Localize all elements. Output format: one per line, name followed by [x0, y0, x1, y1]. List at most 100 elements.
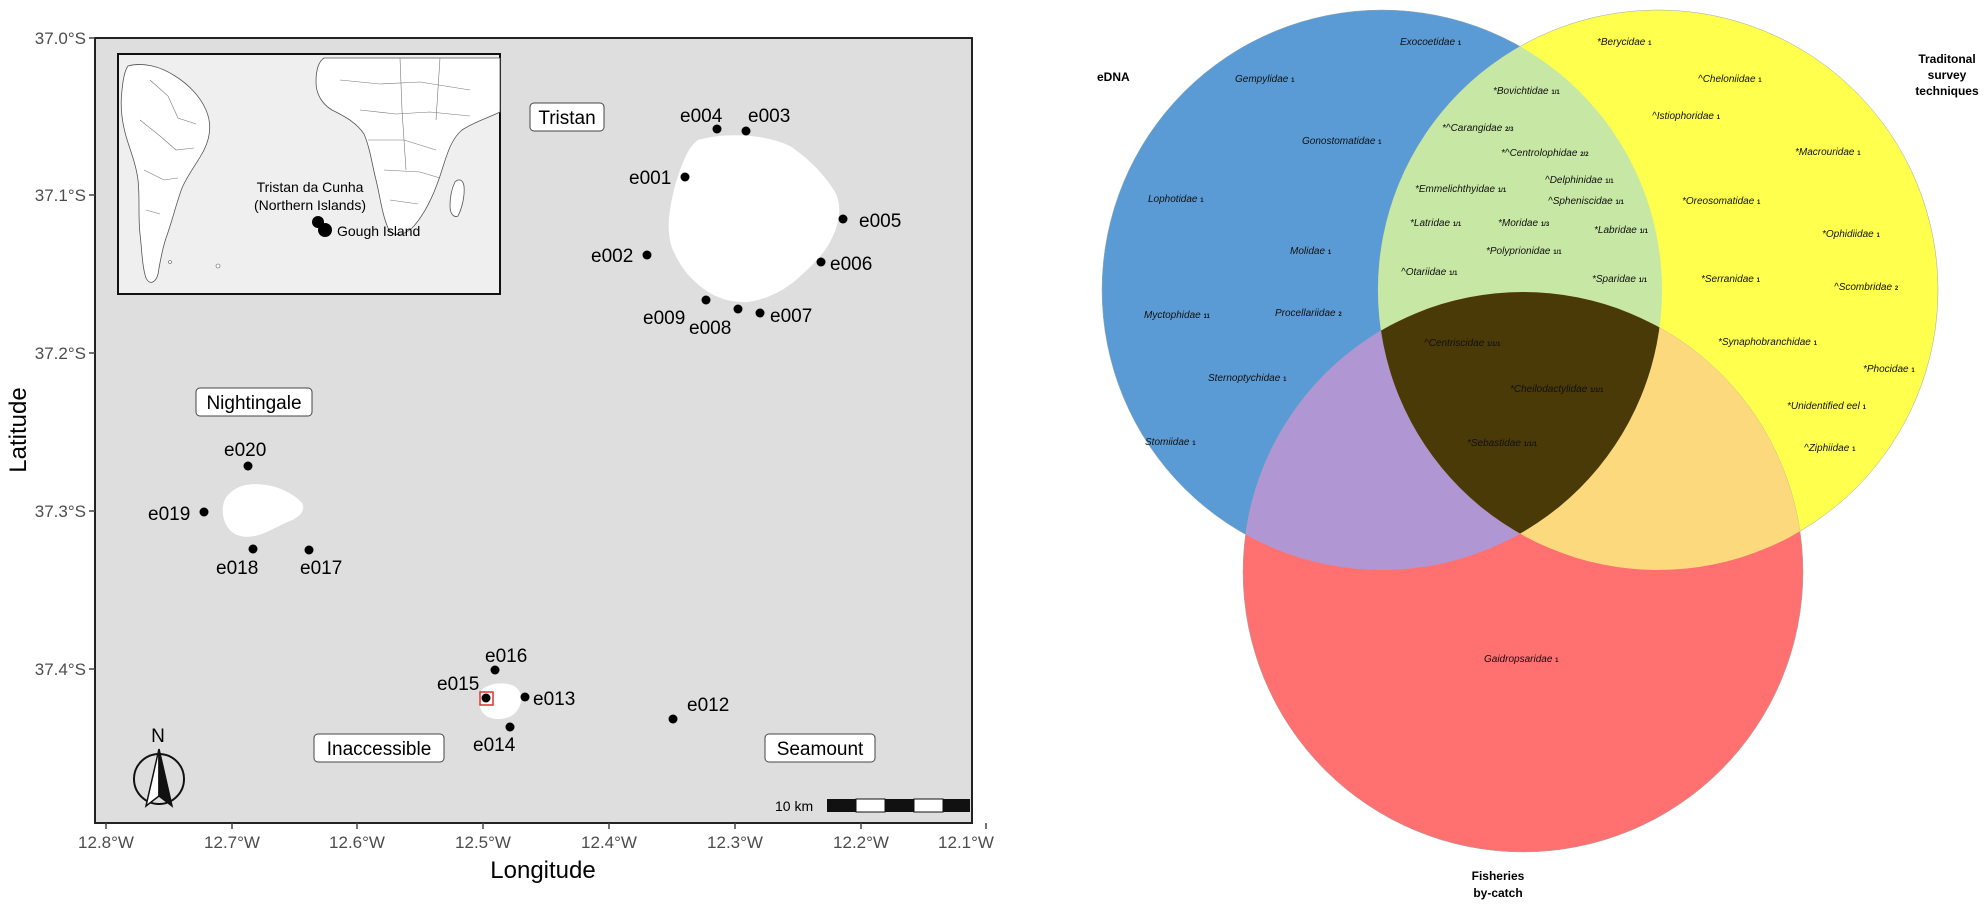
- svg-text:Seamount: Seamount: [777, 739, 864, 760]
- site-point-e001: [680, 172, 690, 182]
- family-label: Procellariidae 2: [1275, 308, 1342, 319]
- site-point-e019: [199, 507, 209, 517]
- family-label: ^Delphinidae 1/1: [1545, 175, 1614, 186]
- inset-south-america: [120, 64, 210, 283]
- family-label: *Synaphobranchidae 1: [1718, 337, 1818, 348]
- site-marker-e015: [479, 691, 494, 706]
- family-label: *^Carangidae 2/3: [1442, 123, 1514, 134]
- site-point-e020: [243, 461, 253, 471]
- y-tick-label: 37.1°S: [35, 186, 86, 205]
- svg-text:Inaccessible: Inaccessible: [327, 739, 432, 760]
- y-axis-title: Latitude: [5, 387, 32, 472]
- region-label-tristan: Tristan: [529, 102, 605, 132]
- region-label-inaccessible: Inaccessible: [313, 733, 445, 763]
- site-point-e014: [505, 722, 515, 732]
- family-label: *Polyprionidae 1/1: [1486, 246, 1562, 257]
- site-label-e018: e018: [216, 558, 258, 579]
- site-label-e019: e019: [148, 504, 190, 525]
- family-label: *Berycidae 1: [1597, 37, 1652, 48]
- north-arrow: N: [133, 726, 185, 808]
- site-point-e005: [838, 214, 848, 224]
- set-title-fisheries-line2: by-catch: [1473, 886, 1522, 900]
- venn-diagram: eDNA Traditonal survey techniques Fisher…: [1097, 9, 1979, 900]
- inset-madagascar: [449, 179, 465, 217]
- x-tick-label: 12.7°W: [204, 833, 260, 852]
- family-label: *Latridae 1/1: [1410, 218, 1462, 229]
- family-label: Stomiidae 1: [1145, 437, 1196, 448]
- all-three-families: ^Centriscidae 1/1/1 *Cheilodactylidae 1/…: [1424, 338, 1604, 449]
- inset-label-tristan-line1: Tristan da Cunha: [257, 179, 364, 195]
- x-tick-label: 12.2°W: [833, 833, 889, 852]
- site-point-e007: [755, 308, 765, 318]
- family-label: ^Spheniscidae 1/1: [1548, 196, 1625, 207]
- site-label-e002: e002: [591, 246, 633, 267]
- inset-map: Tristan da Cunha (Northern Islands) Goug…: [117, 53, 501, 295]
- svg-text:Nightingale: Nightingale: [206, 393, 301, 414]
- site-point-e002: [642, 250, 652, 260]
- set-title-traditional-line2: survey: [1928, 68, 1967, 82]
- set-title-traditional-line1: Traditonal: [1918, 52, 1975, 66]
- region-label-seamount: Seamount: [764, 733, 876, 763]
- scale-bar: 10 km: [775, 798, 970, 814]
- site-label-e008: e008: [689, 318, 731, 339]
- fisheries-only-families: Gaidropsaridae 1: [1484, 654, 1559, 665]
- family-label: *Moridae 1/3: [1498, 218, 1550, 229]
- family-label: Sternoptychidae 1: [1208, 373, 1287, 384]
- family-label: Gaidropsaridae 1: [1484, 654, 1559, 665]
- x-tick-label: 12.3°W: [707, 833, 763, 852]
- y-tick-label: 37.3°S: [35, 502, 86, 521]
- family-label: ^Cheloniidae 1: [1698, 74, 1762, 85]
- site-point-e013: [520, 692, 530, 702]
- site-label-e006: e006: [830, 254, 872, 275]
- scale-label: 10 km: [775, 798, 813, 814]
- site-label-e017: e017: [300, 558, 342, 579]
- family-label: *Sparidae 1/1: [1592, 274, 1648, 285]
- family-label: Exocoetidae 1: [1400, 37, 1462, 48]
- site-point-e006: [816, 257, 826, 267]
- site-label-e015: e015: [437, 674, 479, 695]
- family-label: *Unidentified eel 1: [1787, 401, 1867, 412]
- family-label: *Emmelichthyidae 1/1: [1415, 184, 1507, 195]
- site-label-e004: e004: [680, 106, 723, 127]
- traditional-only-families: *Berycidae 1 ^Cheloniidae 1 ^Istiophorid…: [1597, 37, 1915, 454]
- x-tick-label: 12.5°W: [455, 833, 511, 852]
- site-point-e018: [248, 544, 258, 554]
- x-tick-label: 12.6°W: [329, 833, 385, 852]
- x-tick-label: 12.8°W: [78, 833, 134, 852]
- site-point-e008: [733, 304, 743, 314]
- family-label: *Oreosomatidae 1: [1682, 196, 1761, 207]
- x-axis-title: Longitude: [490, 857, 595, 884]
- family-label: ^Ziphiidae 1: [1804, 443, 1856, 454]
- y-axis: 37.0°S 37.1°S 37.2°S 37.3°S 37.4°S: [35, 29, 95, 679]
- site-label-e012: e012: [687, 695, 729, 716]
- inset-label-gough: Gough Island: [337, 223, 420, 239]
- sampling-sites: e001 e002 e003 e004 e005 e006 e007 e008 …: [148, 106, 901, 756]
- site-label-e016: e016: [485, 646, 527, 667]
- region-label-nightingale: Nightingale: [195, 387, 313, 417]
- site-label-e020: e020: [224, 440, 266, 461]
- family-label: ^Istiophoridae 1: [1652, 111, 1721, 122]
- y-tick-label: 37.4°S: [35, 660, 86, 679]
- site-point-e016: [490, 665, 500, 675]
- site-label-e013: e013: [533, 689, 575, 710]
- family-label: *Serranidae 1: [1701, 274, 1761, 285]
- family-label: ^Otariidae 1/1: [1401, 267, 1458, 278]
- edna-only-families: Exocoetidae 1 Gempylidae 1 Gonostomatida…: [1144, 37, 1462, 448]
- inset-label-tristan-line2: (Northern Islands): [254, 197, 366, 213]
- family-label: Myctophidae 11: [1144, 310, 1210, 321]
- site-point-e017: [304, 545, 314, 555]
- site-label-e005: e005: [859, 211, 901, 232]
- site-label-e009: e009: [643, 308, 685, 329]
- svg-text:Tristan: Tristan: [538, 108, 595, 129]
- site-label-e001: e001: [629, 168, 671, 189]
- overlap-edna-fisheries: [1243, 292, 1662, 570]
- north-label: N: [151, 726, 165, 747]
- y-tick-label: 37.0°S: [35, 29, 86, 48]
- site-point-e009: [701, 295, 711, 305]
- site-point-e015: [481, 693, 491, 703]
- edna-traditional-families: *Bovichtidae 1/1 *^Carangidae 2/3 *^Cent…: [1401, 86, 1649, 285]
- x-tick-label: 12.1°W: [938, 833, 994, 852]
- set-title-fisheries-line1: Fisheries: [1472, 869, 1525, 883]
- family-label: *Sebastidae 1/1/1: [1467, 438, 1538, 449]
- family-label: *^Centrolophidae 2/2: [1501, 148, 1589, 159]
